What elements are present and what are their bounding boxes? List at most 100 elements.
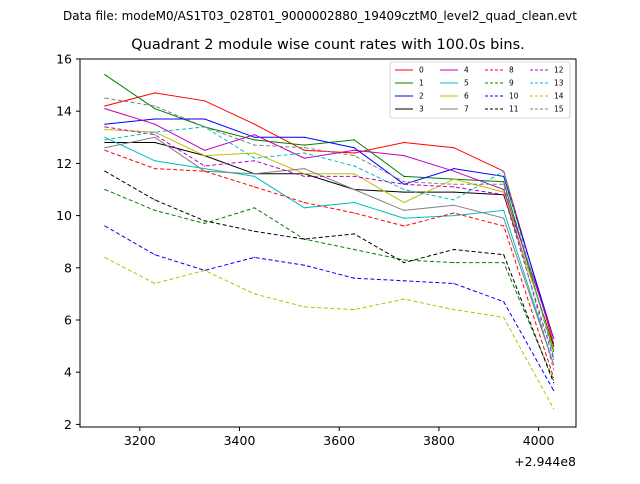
data-point-13-5 <box>353 165 355 167</box>
data-point-5-0 <box>104 136 106 138</box>
data-point-11-2 <box>204 220 206 222</box>
data-point-11-7 <box>453 248 455 251</box>
data-point-15-5 <box>353 155 355 157</box>
y-tick-label-12: 12 <box>56 156 72 171</box>
data-point-10-9 <box>553 389 555 392</box>
data-point-15-6 <box>403 181 405 183</box>
data-point-5-8 <box>503 209 505 211</box>
data-point-1-3 <box>253 139 256 141</box>
data-point-9-0 <box>104 188 106 191</box>
x-tick-label-4000: 4000 <box>523 433 555 448</box>
data-point-10-0 <box>104 225 106 227</box>
data-point-3-1 <box>154 141 156 144</box>
data-point-12-3 <box>253 160 256 162</box>
data-point-4-3 <box>253 134 256 136</box>
data-point-8-0 <box>104 149 106 151</box>
data-point-10-1 <box>154 254 156 256</box>
y-tick-label-8: 8 <box>64 260 72 275</box>
data-point-0-4 <box>303 149 305 151</box>
legend-label-3: 3 <box>419 105 424 114</box>
series-line-9 <box>104 189 555 381</box>
data-point-1-8 <box>503 181 505 183</box>
data-point-13-1 <box>154 131 156 133</box>
series-line-5 <box>104 136 555 365</box>
legend-frame <box>389 61 571 119</box>
x-tick-label-3600: 3600 <box>323 433 355 448</box>
data-point-12-6 <box>403 183 405 185</box>
data-point-0-5 <box>353 152 355 154</box>
data-point-4-0 <box>104 108 106 110</box>
axes-frame <box>79 58 577 428</box>
legend-label-13: 13 <box>554 79 564 88</box>
y-tick-label-4: 4 <box>64 365 72 380</box>
data-point-11-3 <box>253 230 256 232</box>
data-point-9-5 <box>353 248 355 251</box>
series-line-15 <box>104 97 555 370</box>
data-point-10-5 <box>353 277 355 279</box>
data-point-14-9 <box>553 408 555 410</box>
legend-label-9: 9 <box>509 79 514 88</box>
data-point-10-4 <box>303 264 305 266</box>
data-point-11-6 <box>403 262 405 264</box>
data-point-10-3 <box>253 256 256 258</box>
data-point-5-3 <box>253 175 256 177</box>
data-point-10-8 <box>503 301 505 303</box>
data-point-8-4 <box>303 201 305 204</box>
data-point-6-4 <box>303 173 305 175</box>
series-line-11 <box>104 170 555 383</box>
data-point-0-3 <box>253 123 256 125</box>
data-point-13-3 <box>253 157 256 159</box>
data-point-12-4 <box>303 175 305 177</box>
data-point-4-4 <box>303 157 305 159</box>
data-point-15-3 <box>253 144 256 146</box>
data-point-2-4 <box>303 136 305 138</box>
data-point-14-4 <box>303 306 305 308</box>
data-point-3-6 <box>403 191 405 193</box>
data-point-9-9 <box>553 379 555 381</box>
data-point-0-6 <box>403 141 405 144</box>
data-point-13-4 <box>303 152 305 154</box>
series-line-6 <box>104 129 555 349</box>
y-tick-label-10: 10 <box>56 208 72 223</box>
series-line-8 <box>104 149 555 378</box>
x-tick-label-3400: 3400 <box>224 433 256 448</box>
series-line-3 <box>104 142 555 347</box>
data-point-14-7 <box>453 309 455 311</box>
data-point-8-7 <box>453 212 455 214</box>
legend-label-2: 2 <box>419 92 424 101</box>
legend-label-5: 5 <box>464 79 469 88</box>
data-point-7-7 <box>453 204 455 206</box>
chart-suptitle: Data file: modeM0/AS1T03_028T01_90000028… <box>63 9 577 23</box>
legend-label-11: 11 <box>509 105 519 114</box>
data-point-9-7 <box>453 262 455 264</box>
data-point-12-5 <box>353 175 355 177</box>
data-point-9-8 <box>503 262 505 264</box>
data-point-8-2 <box>204 170 206 172</box>
data-point-7-4 <box>303 168 305 170</box>
data-point-6-0 <box>104 128 106 131</box>
data-point-4-5 <box>353 149 355 151</box>
data-point-1-4 <box>303 144 305 146</box>
data-point-1-6 <box>403 175 405 177</box>
series-line-2 <box>104 118 555 339</box>
data-point-13-6 <box>403 188 405 191</box>
data-point-0-7 <box>453 147 455 149</box>
data-point-1-1 <box>154 108 156 110</box>
data-point-13-7 <box>453 199 455 201</box>
data-point-6-3 <box>253 152 256 154</box>
x-tick-label-3800: 3800 <box>423 433 455 448</box>
legend-label-0: 0 <box>419 66 424 75</box>
data-point-2-8 <box>503 175 505 177</box>
data-point-4-9 <box>553 337 555 339</box>
data-point-15-8 <box>503 183 505 185</box>
data-point-6-2 <box>204 155 206 157</box>
data-point-9-2 <box>204 222 206 224</box>
data-point-11-8 <box>503 254 505 256</box>
legend-label-6: 6 <box>464 92 469 101</box>
data-point-6-9 <box>553 348 555 350</box>
data-point-4-6 <box>403 155 405 157</box>
data-point-6-8 <box>503 191 505 193</box>
